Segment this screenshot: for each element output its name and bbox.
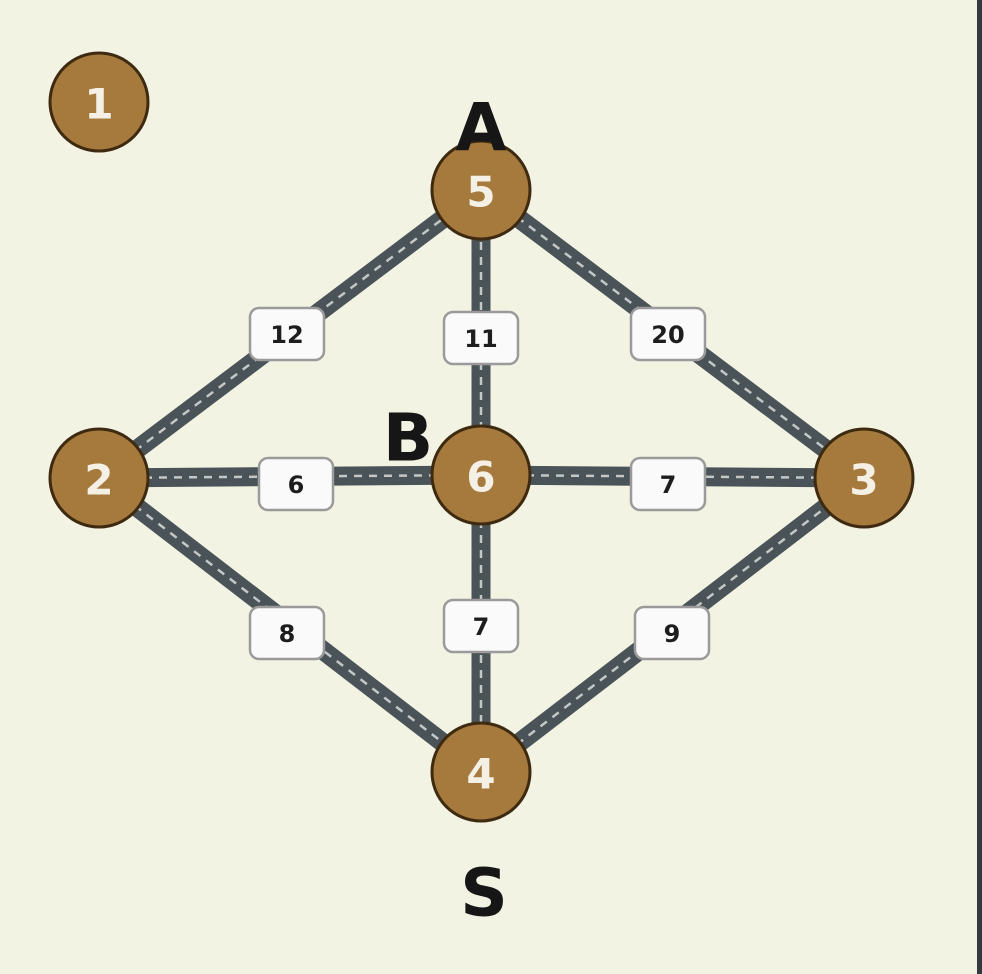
- vertex-letter-a: A: [455, 90, 506, 167]
- node-2: 2: [48, 427, 150, 529]
- edge-weight-label: 9: [664, 620, 681, 648]
- node-4: 4: [430, 721, 532, 823]
- edge-weight-box: [257, 456, 335, 512]
- weights-layer: 12 11 20 6 7 8 7 9: [248, 306, 711, 661]
- node-6-label: 6: [466, 453, 495, 502]
- node-3-label: 3: [849, 456, 878, 505]
- road-dash-6-3: [480, 473, 865, 480]
- right-edge-strip: [977, 0, 982, 974]
- problem-number-badge-circle: [48, 51, 150, 153]
- road-dash-5-3: [480, 189, 865, 479]
- node-3: 3: [813, 427, 915, 529]
- node-5-circle: [430, 139, 532, 241]
- edge-weight-label: 12: [270, 321, 303, 349]
- edge-weight-box: [248, 605, 326, 661]
- edge-weight-box: [629, 306, 707, 362]
- node-5: 5: [430, 139, 532, 241]
- edge-weight-6-4: 7: [442, 598, 520, 654]
- node-3-circle: [813, 427, 915, 529]
- edge-weight-label: 8: [279, 620, 296, 648]
- edge-weight-6-3: 7: [629, 456, 707, 512]
- node-5-label: 5: [466, 168, 495, 217]
- edge-weight-6-5: 11: [442, 310, 520, 366]
- edge-weight-box: [248, 306, 326, 362]
- edge-weight-box: [633, 605, 711, 661]
- edge-weight-2-4: 8: [248, 605, 326, 661]
- problem-number-badge-label: 1: [84, 80, 113, 129]
- edge-weight-2-6: 6: [257, 456, 335, 512]
- node-4-circle: [430, 721, 532, 823]
- problem-number-badge: 1: [48, 51, 150, 153]
- node-2-label: 2: [84, 456, 113, 505]
- edge-weight-box: [442, 598, 520, 654]
- edge-weight-box: [629, 456, 707, 512]
- edge-weight-label: 20: [651, 321, 684, 349]
- edge-weight-label: 6: [288, 471, 305, 499]
- nodes-layer: 5 2 6 3 4 1: [48, 51, 915, 823]
- letters-layer: A B S: [383, 90, 508, 932]
- edge-weight-label: 7: [473, 613, 490, 641]
- node-6-circle: [430, 424, 532, 526]
- edge-weight-5-3: 20: [629, 306, 707, 362]
- edge-weight-2-5: 12: [248, 306, 326, 362]
- node-2-circle: [48, 427, 150, 529]
- edge-weight-label: 7: [660, 471, 677, 499]
- road-dash-2-6: [98, 473, 482, 480]
- road-dash-2-5: [98, 189, 482, 479]
- vertex-letter-s: S: [460, 855, 508, 932]
- node-6: 6: [430, 424, 532, 526]
- edge-weight-4-3: 9: [633, 605, 711, 661]
- node-4-label: 4: [466, 750, 495, 799]
- edge-weight-box: [442, 310, 520, 366]
- edge-weight-label: 11: [464, 325, 497, 353]
- vertex-letter-b: B: [383, 400, 433, 477]
